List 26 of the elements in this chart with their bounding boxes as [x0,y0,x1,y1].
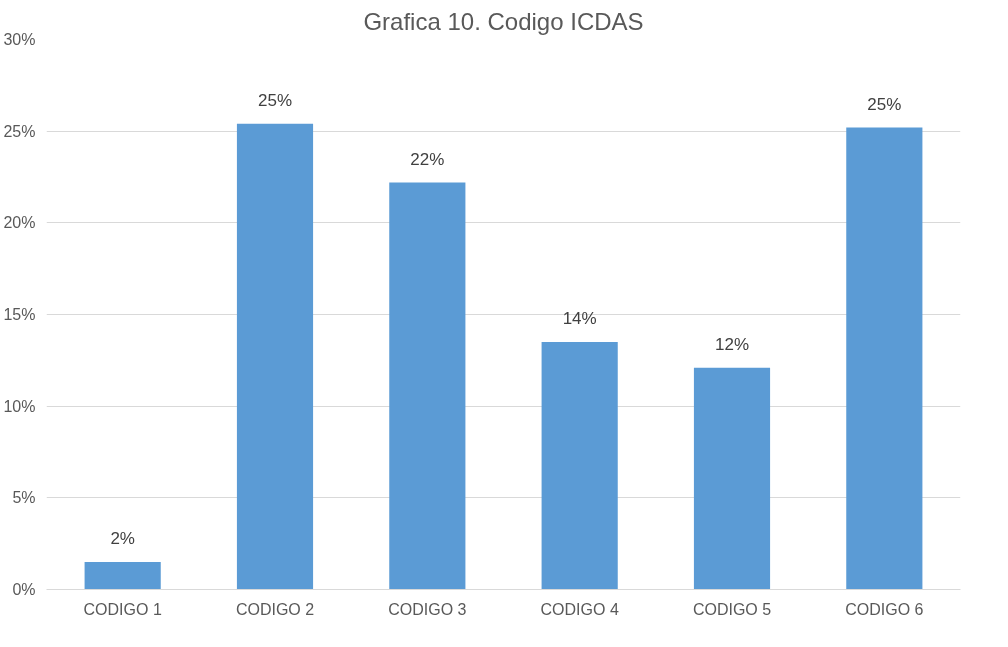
x-tick-label: CODIGO 2 [235,600,315,618]
y-tick-label: 20% [3,214,36,232]
bar [389,182,466,590]
bar [236,123,314,590]
y-tick-label: 0% [12,581,36,598]
data-label: 22% [410,149,445,169]
data-label: 25% [867,94,902,114]
y-tick-label: 30% [3,31,36,48]
x-tick-label: CODIGO 3 [388,600,467,618]
y-tick-label: 15% [3,306,36,323]
bar [846,127,923,590]
x-tick-label: CODIGO 6 [845,600,924,618]
x-tick-label: CODIGO 4 [540,600,619,618]
data-label: 14% [562,309,597,328]
y-tick-label: 25% [3,122,36,140]
y-tick-label: 10% [3,397,36,415]
data-label: 12% [714,334,750,354]
x-tick-label: CODIGO 5 [692,600,772,618]
data-label: 2% [110,529,135,548]
y-tick-label: 5% [12,489,36,507]
x-tick-label: CODIGO 1 [83,600,162,618]
data-label: 25% [257,90,293,110]
bar [693,367,771,590]
bar [541,342,618,590]
bar [84,562,161,590]
chart-title: Grafica 10. Codigo ICDAS [363,7,644,35]
